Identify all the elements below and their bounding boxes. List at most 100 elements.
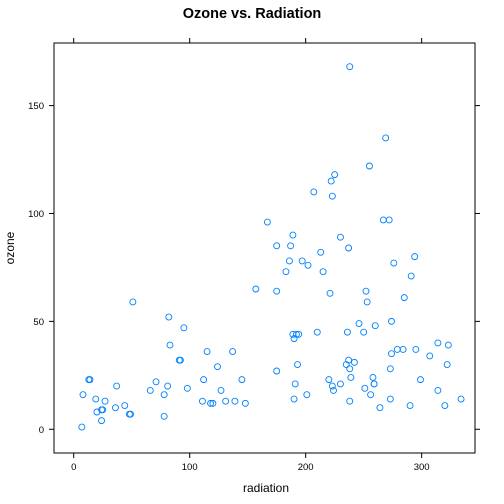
data-point: [241, 399, 249, 407]
data-point: [388, 350, 395, 358]
data-point: [238, 376, 246, 384]
data-point: [370, 380, 378, 388]
data-point: [295, 330, 303, 338]
data-point: [367, 391, 375, 399]
data-point: [263, 218, 271, 226]
data-point: [199, 397, 206, 405]
data-point: [313, 328, 321, 336]
data-point: [388, 317, 395, 325]
data-point: [164, 382, 172, 390]
plot-frame: [53, 42, 476, 454]
data-point: [379, 216, 387, 224]
data-point: [160, 391, 168, 399]
x-tick-label: 100: [182, 462, 198, 473]
data-point: [326, 289, 334, 297]
data-point: [417, 376, 424, 384]
data-point: [406, 402, 414, 409]
data-point: [328, 192, 336, 200]
data-point: [214, 363, 221, 371]
data-point: [289, 330, 297, 338]
data-point: [319, 268, 327, 276]
data-point: [86, 376, 94, 384]
data-point: [304, 261, 312, 269]
x-axis-label: radiation: [243, 481, 289, 495]
data-point: [325, 376, 333, 384]
data-point: [294, 361, 302, 368]
data-point: [127, 410, 134, 418]
data-point: [363, 298, 371, 306]
data-point: [292, 330, 300, 338]
data-point: [369, 374, 377, 381]
y-axis-label: ozone: [3, 231, 17, 264]
data-point: [346, 63, 354, 71]
data-point: [291, 380, 299, 388]
data-point: [290, 395, 298, 403]
data-point: [209, 399, 217, 407]
data-point: [165, 313, 173, 321]
data-point: [146, 386, 154, 394]
data-point: [113, 382, 121, 390]
data-point: [273, 242, 281, 250]
data-point: [101, 397, 109, 405]
data-point: [441, 402, 449, 409]
data-point: [282, 268, 290, 276]
y-tick-label: 100: [28, 209, 44, 220]
data-point: [222, 397, 230, 405]
data-point: [303, 391, 311, 399]
data-point: [298, 257, 306, 265]
data-point: [346, 365, 354, 373]
data-point: [366, 162, 373, 170]
data-point: [434, 386, 442, 394]
data-point: [371, 322, 379, 330]
x-tick-label: 0: [71, 462, 76, 473]
data-point: [98, 417, 106, 425]
data-point: [345, 356, 353, 364]
data-point: [343, 328, 351, 336]
data-point: [346, 397, 354, 405]
data-point: [337, 233, 344, 241]
data-point: [327, 177, 335, 185]
data-point: [382, 134, 390, 142]
data-point: [434, 339, 442, 347]
data-point: [331, 171, 339, 179]
data-point: [183, 384, 191, 392]
data-point: [317, 248, 325, 256]
data-point: [289, 231, 297, 239]
data-point: [78, 423, 86, 431]
data-point: [407, 272, 415, 280]
x-tick-label: 300: [414, 462, 430, 473]
data-point: [355, 320, 363, 327]
data-point: [411, 253, 419, 261]
data-point: [386, 365, 394, 373]
data-point: [337, 380, 344, 388]
data-point: [287, 242, 295, 250]
data-point: [443, 361, 451, 368]
data-points: [78, 63, 465, 431]
data-point: [362, 287, 370, 295]
data-point: [393, 345, 401, 353]
data-point: [444, 341, 452, 349]
data-point: [129, 298, 137, 306]
y-tick-label: 50: [33, 317, 44, 328]
data-point: [390, 259, 398, 267]
data-point: [330, 386, 337, 394]
data-point: [252, 285, 260, 293]
data-point: [285, 257, 293, 265]
data-point: [99, 406, 107, 414]
x-tick-label: 200: [298, 462, 314, 473]
data-point: [273, 287, 281, 295]
data-point: [180, 324, 188, 332]
data-point: [360, 328, 368, 336]
data-point: [166, 341, 174, 349]
data-point: [412, 345, 420, 353]
data-point: [385, 216, 393, 224]
data-point: [400, 294, 408, 302]
data-point: [92, 395, 100, 403]
data-point: [386, 395, 394, 403]
data-point: [217, 386, 225, 394]
y-tick-label: 0: [39, 425, 44, 436]
data-point: [361, 384, 369, 392]
data-point: [350, 358, 358, 366]
data-point: [79, 391, 87, 399]
